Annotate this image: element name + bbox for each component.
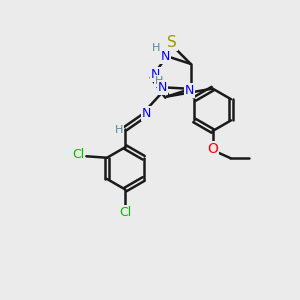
- Text: H: H: [115, 125, 123, 135]
- Text: S: S: [167, 35, 176, 50]
- Text: Cl: Cl: [119, 206, 131, 219]
- Text: N: N: [151, 68, 160, 81]
- Text: H: H: [152, 43, 160, 53]
- Text: N: N: [184, 84, 194, 97]
- Text: H: H: [155, 76, 163, 86]
- Text: N: N: [161, 50, 170, 63]
- Text: N: N: [142, 107, 151, 120]
- Text: Cl: Cl: [72, 148, 84, 161]
- Text: O: O: [207, 142, 218, 156]
- Text: N: N: [158, 81, 167, 94]
